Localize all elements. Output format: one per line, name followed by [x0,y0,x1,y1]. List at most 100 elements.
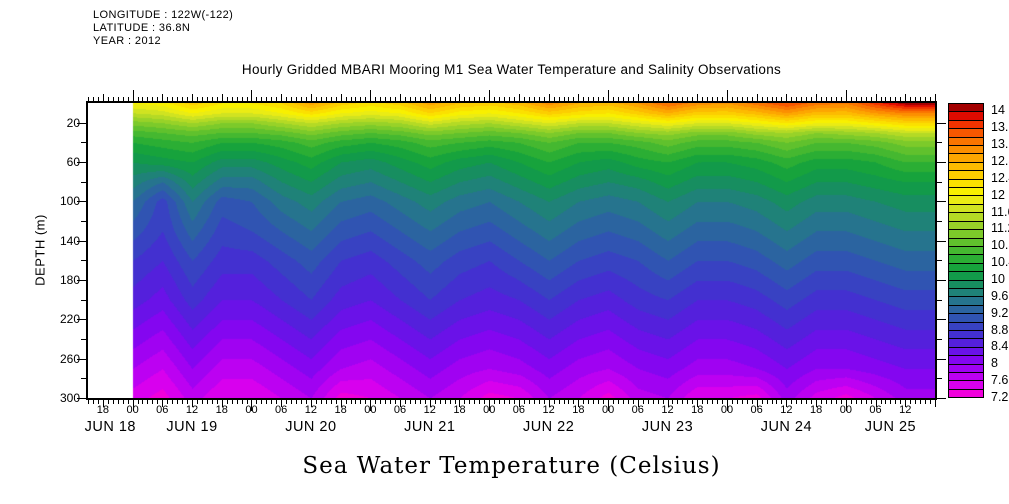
date-label: JUN 20 [285,419,337,435]
colorbar-tick-label: 13.2 [991,137,1009,152]
x-hour-tick [439,97,441,101]
x-hour-tick [509,400,511,404]
x-hour-tick [707,400,709,404]
depth-tick [937,240,946,242]
x-hour-label: 06 [750,404,763,416]
x-hour-tick [504,97,506,101]
x-hour-tick [444,97,446,101]
x-hour-tick [305,97,307,101]
x-hour-tick [850,400,852,404]
x-hour-tick [771,400,773,404]
depth-tick-label: 60 [66,155,80,169]
x-hour-tick [598,97,600,101]
x-hour-tick [409,97,411,101]
x-hour-tick [726,400,728,411]
x-hour-tick [345,97,347,101]
x-hour-tick [192,400,194,407]
x-hour-tick [796,97,798,101]
colorbar-tick-label: 12.8 [991,154,1009,168]
x-hour-tick [746,400,748,404]
x-hour-tick [736,97,738,101]
date-label: JUN 21 [404,419,456,435]
x-hour-tick [419,400,421,404]
x-hour-tick [459,400,461,407]
depth-tick [937,142,942,144]
x-hour-tick [315,400,317,404]
x-hour-tick [677,400,679,404]
x-hour-tick [806,97,808,101]
x-hour-tick [885,400,887,404]
x-hour-label: 12 [899,404,912,416]
x-hour-tick [613,97,615,101]
depth-tick [81,181,86,183]
depth-tick [937,358,946,360]
depth-tick-label: 140 [59,233,80,248]
x-hour-tick [152,400,154,404]
x-hour-tick [518,400,520,407]
x-hour-tick [930,400,932,404]
x-hour-tick [226,400,228,404]
x-hour-label: 00 [601,404,615,416]
x-hour-tick [112,97,114,101]
x-hour-tick [157,97,159,101]
x-hour-tick [390,400,392,404]
x-hour-tick [370,90,372,101]
x-hour-tick [429,400,431,407]
x-hour-tick [211,400,213,404]
x-hour-tick [821,97,823,101]
x-hour-tick [276,400,278,404]
colorbar-tick-label: 9.6 [991,288,1009,303]
x-hour-tick [860,97,862,101]
x-hour-tick [499,400,501,404]
x-hour-tick [895,400,897,404]
x-hour-tick [880,97,882,101]
x-hour-tick [429,94,431,101]
x-hour-tick [127,400,129,404]
x-hour-tick [791,400,793,404]
x-hour-tick [102,400,104,407]
x-hour-tick [523,400,525,404]
depth-tick [937,280,946,281]
x-hour-tick [895,97,897,101]
x-hour-tick [598,400,600,404]
x-hour-tick [380,97,382,101]
x-hour-tick [152,97,154,101]
x-hour-tick [479,400,481,404]
x-hour-label: 00 [364,404,377,416]
x-hour-tick [409,400,411,404]
x-hour-tick [870,97,872,101]
x-hour-tick [251,90,253,101]
x-hour-tick [900,97,902,101]
x-hour-tick [370,400,372,411]
colorbar-segment [948,388,984,399]
x-hour-tick [325,97,327,101]
x-hour-tick [196,97,198,101]
x-hour-tick [617,400,619,404]
x-hour-tick [340,94,342,101]
depth-tick-label: 300 [59,391,80,405]
x-hour-tick [261,97,263,101]
x-hour-tick [424,400,426,404]
x-hour-tick [533,400,535,404]
x-hour-tick [147,97,149,101]
plot-title: Hourly Gridded MBARI Mooring M1 Sea Wate… [241,62,782,77]
x-hour-tick [573,400,575,404]
x-hour-tick [132,90,134,101]
x-hour-tick [474,400,476,404]
x-hour-tick [801,97,803,101]
x-hour-tick [816,94,818,101]
x-hour-label: 12 [661,404,674,416]
x-hour-tick [395,97,397,101]
colorbar-tick-label: 11.6 [991,204,1009,219]
x-hour-tick [365,400,367,404]
x-hour-tick [821,400,823,404]
x-hour-tick [390,97,392,101]
x-hour-tick [281,400,283,407]
x-hour-tick [791,97,793,101]
x-hour-tick [781,97,783,101]
x-hour-tick [132,400,134,411]
x-hour-tick [528,400,530,404]
x-hour-tick [568,400,570,404]
x-hour-tick [588,97,590,101]
depth-tick [937,122,946,124]
